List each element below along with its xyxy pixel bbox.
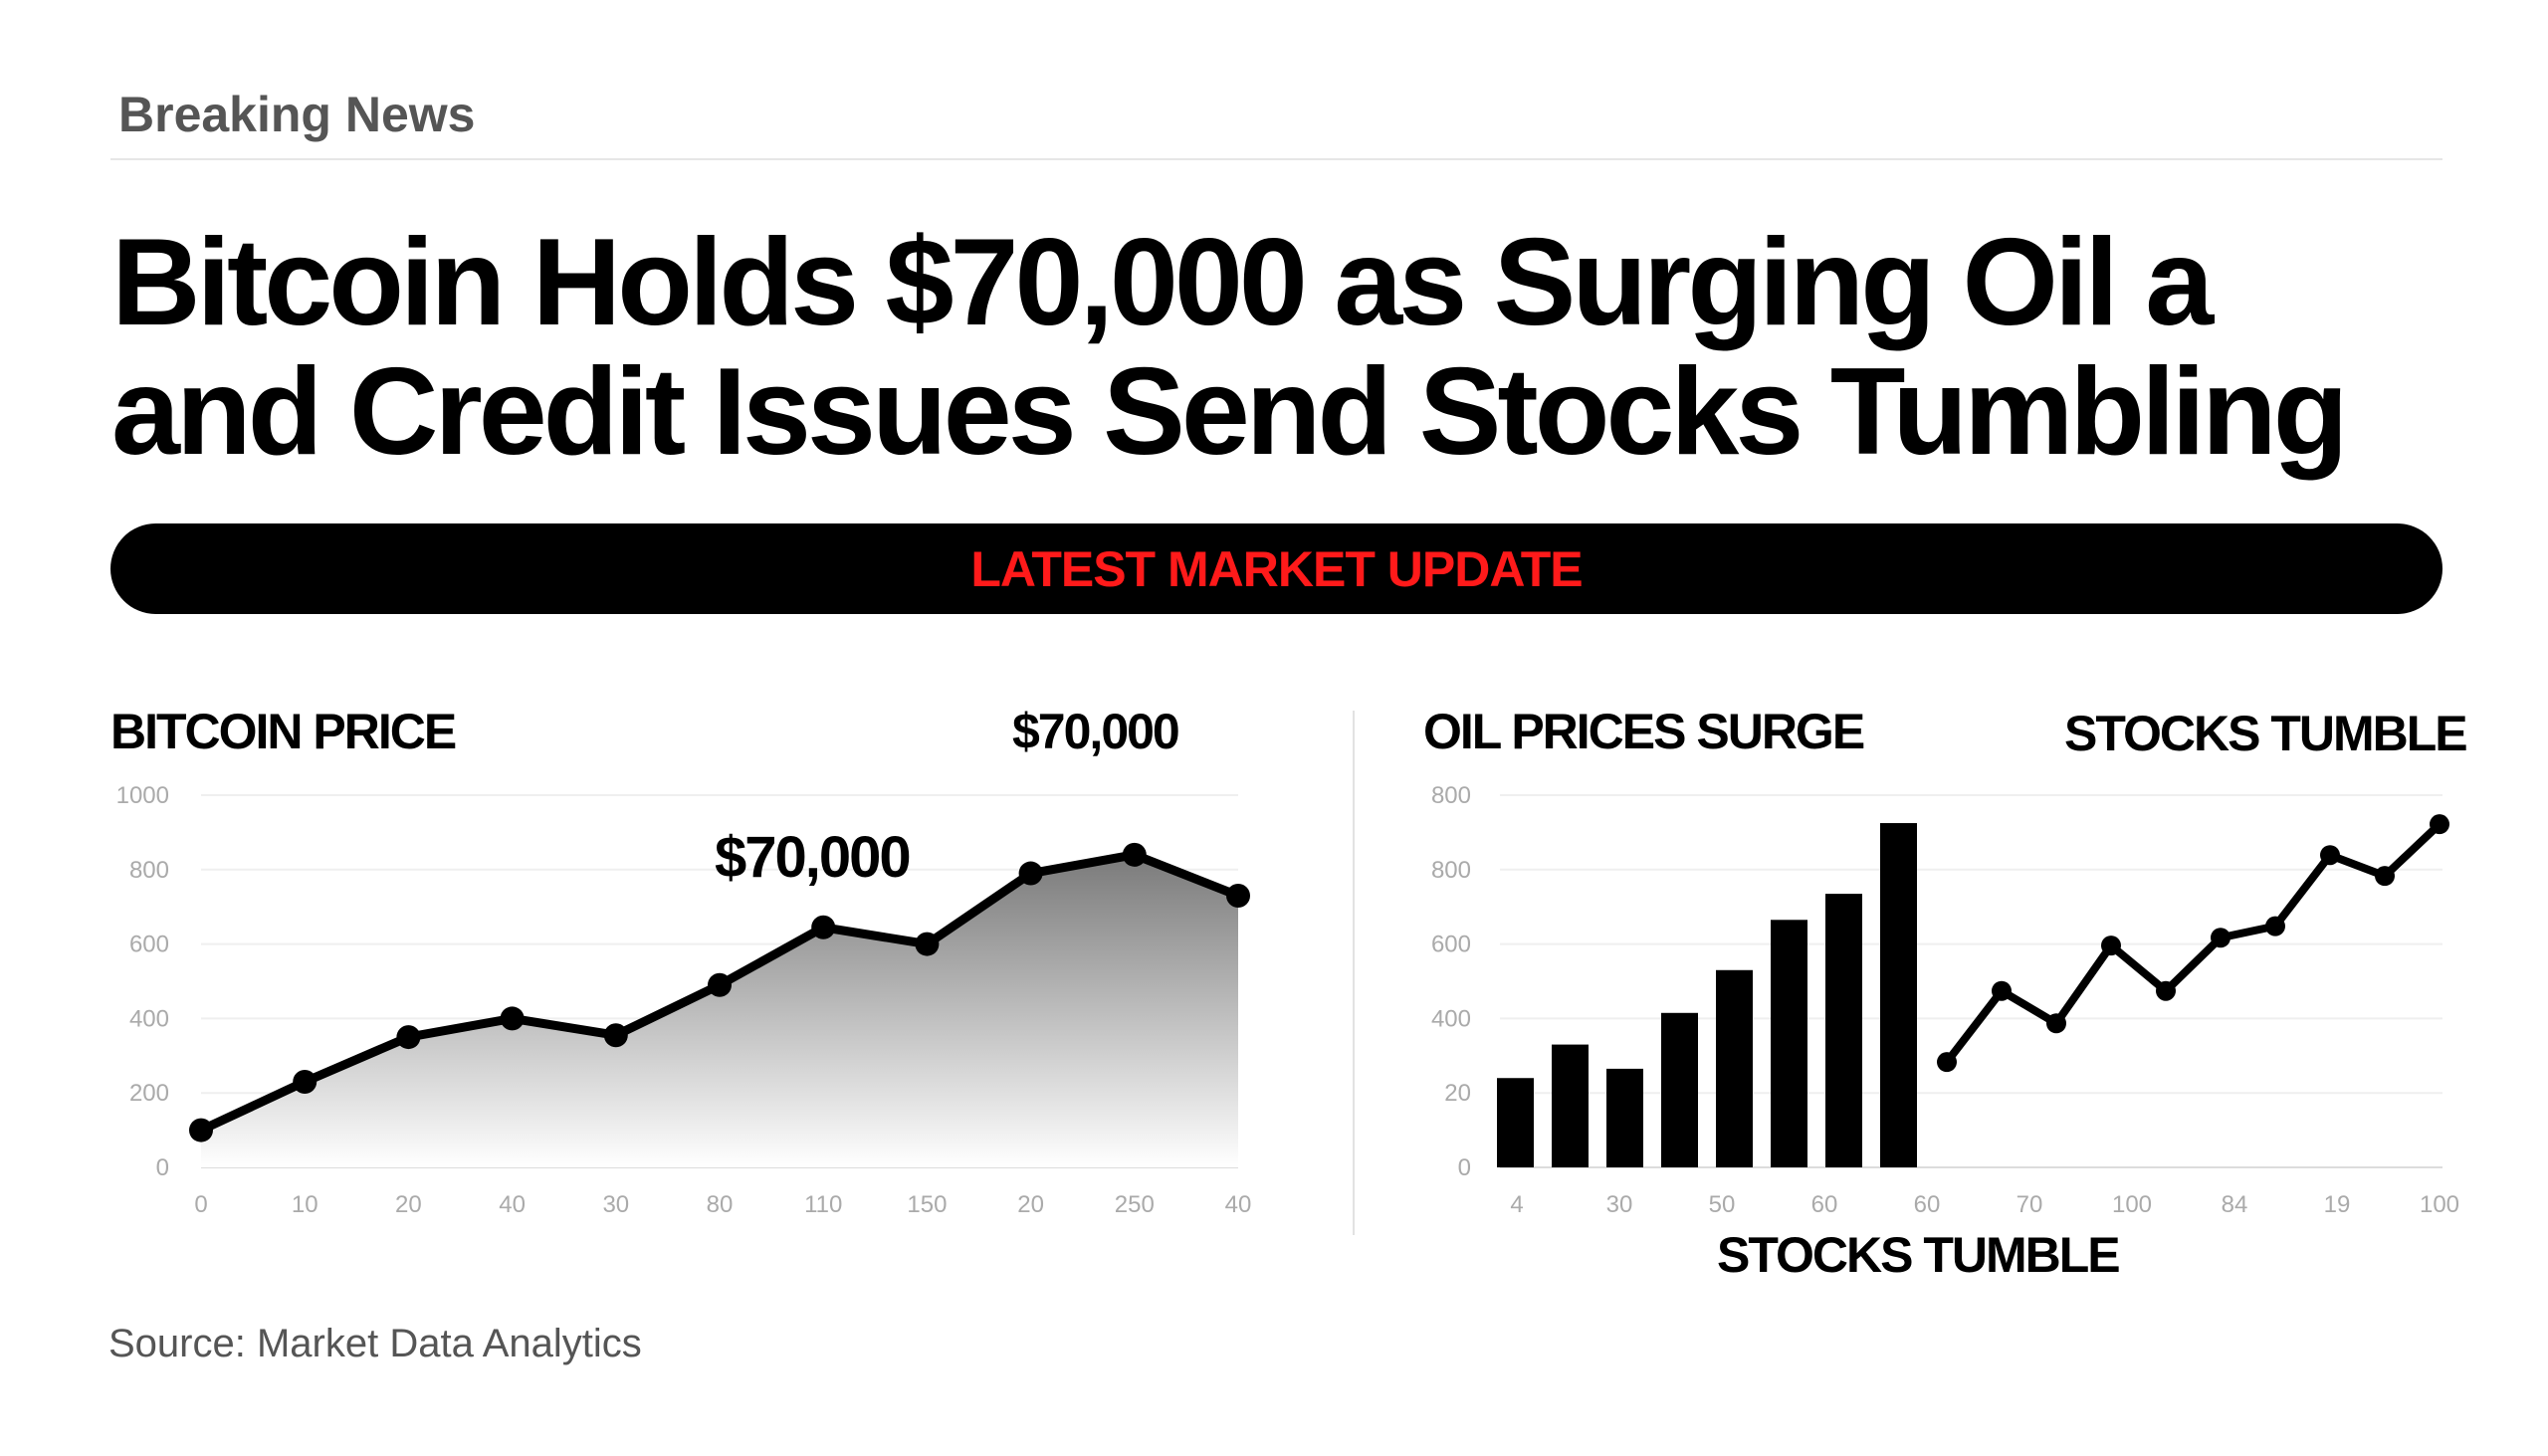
y-tick-label: 800 [1431, 782, 1471, 809]
x-tick-label: 70 [2017, 1191, 2043, 1218]
y-tick-label: 800 [1431, 857, 1471, 884]
divider [110, 158, 2442, 160]
y-tick-label: 200 [129, 1080, 169, 1107]
x-tick-label: 100 [2112, 1191, 2152, 1218]
oil-bar [1606, 1068, 1643, 1167]
bitcoin-point [396, 1025, 421, 1050]
stocks-point [2430, 814, 2449, 835]
y-tick-label: 400 [129, 1005, 169, 1032]
x-tick-label: 19 [2324, 1191, 2351, 1218]
stocks-point [2375, 866, 2395, 887]
source-note: Source: Market Data Analytics [108, 1322, 642, 1365]
oil-bar [1661, 1012, 1698, 1167]
stocks-point [2211, 928, 2230, 948]
bitcoin-chart-title: BITCOIN PRICE [110, 704, 457, 759]
banner-label: LATEST MARKET UPDATE [970, 540, 1583, 597]
y-tick-label: 1000 [116, 782, 169, 809]
x-tick-label: 110 [804, 1191, 842, 1218]
bitcoin-point [1122, 842, 1147, 867]
x-tick-label: 40 [1225, 1191, 1252, 1218]
stocks-point [2156, 980, 2176, 1001]
stocks-xlabel: STOCKS TUMBLE [1717, 1227, 2121, 1283]
stocks-point [1992, 980, 2012, 1001]
stocks-point [2101, 936, 2121, 956]
bitcoin-point [293, 1069, 318, 1094]
x-tick-label: 30 [602, 1191, 629, 1218]
stocks-point [2265, 916, 2285, 936]
x-tick-label: 250 [1115, 1191, 1155, 1218]
x-tick-label: 150 [907, 1191, 947, 1218]
bitcoin-point [189, 1118, 213, 1143]
x-tick-label: 84 [2222, 1191, 2248, 1218]
stocks-point [1937, 1052, 1957, 1073]
bitcoin-point [1018, 861, 1043, 886]
x-tick-label: 0 [194, 1191, 207, 1218]
headline-line-1: Bitcoin Holds $70,000 as Surging Oil a [111, 214, 2214, 351]
x-tick-label: 40 [499, 1191, 526, 1218]
y-tick-label: 20 [1444, 1080, 1471, 1107]
section-kicker: Breaking News [118, 87, 476, 142]
bitcoin-point [708, 972, 732, 997]
y-tick-label: 400 [1431, 1005, 1471, 1032]
y-tick-label: 0 [1458, 1154, 1471, 1181]
bitcoin-annotation: $70,000 [715, 825, 912, 890]
bitcoin-point [915, 932, 940, 956]
x-tick-label: 30 [1606, 1191, 1633, 1218]
bitcoin-area [201, 854, 1238, 1167]
oil-chart-title: OIL PRICES SURGE [1423, 704, 1865, 759]
bitcoin-headline-value: $70,000 [1012, 704, 1180, 759]
bitcoin-point [500, 1006, 525, 1031]
x-tick-label: 20 [1017, 1191, 1044, 1218]
x-tick-label: 20 [395, 1191, 422, 1218]
oil-bar [1552, 1044, 1589, 1167]
x-tick-label: 4 [1510, 1191, 1523, 1218]
stocks-line [1943, 821, 2442, 1065]
oil-bar [1880, 823, 1917, 1167]
x-tick-label: 60 [1914, 1191, 1941, 1218]
y-tick-label: 800 [129, 857, 169, 884]
x-tick-label: 100 [2420, 1191, 2459, 1218]
bitcoin-point [603, 1023, 628, 1048]
oil-bar [1771, 920, 1807, 1167]
y-tick-label: 0 [156, 1154, 169, 1181]
y-tick-label: 600 [129, 932, 169, 958]
headline-line-2: and Credit Issues Send Stocks Tumbling [111, 343, 2348, 481]
bitcoin-point [1226, 883, 1250, 908]
oil-bar [1497, 1078, 1534, 1167]
oil-bar [1825, 894, 1862, 1167]
market-update-banner: LATEST MARKET UPDATE [110, 523, 2442, 614]
stocks-point [2046, 1013, 2066, 1034]
x-tick-label: 10 [292, 1191, 318, 1218]
x-tick-label: 60 [1811, 1191, 1838, 1218]
oil-bar [1716, 969, 1753, 1167]
stocks-chart-title: STOCKS TUMBLE [2064, 706, 2468, 761]
bitcoin-point [811, 915, 836, 939]
y-tick-label: 600 [1431, 932, 1471, 958]
stocks-point [2320, 845, 2340, 866]
x-tick-label: 50 [1709, 1191, 1736, 1218]
x-tick-label: 80 [707, 1191, 734, 1218]
